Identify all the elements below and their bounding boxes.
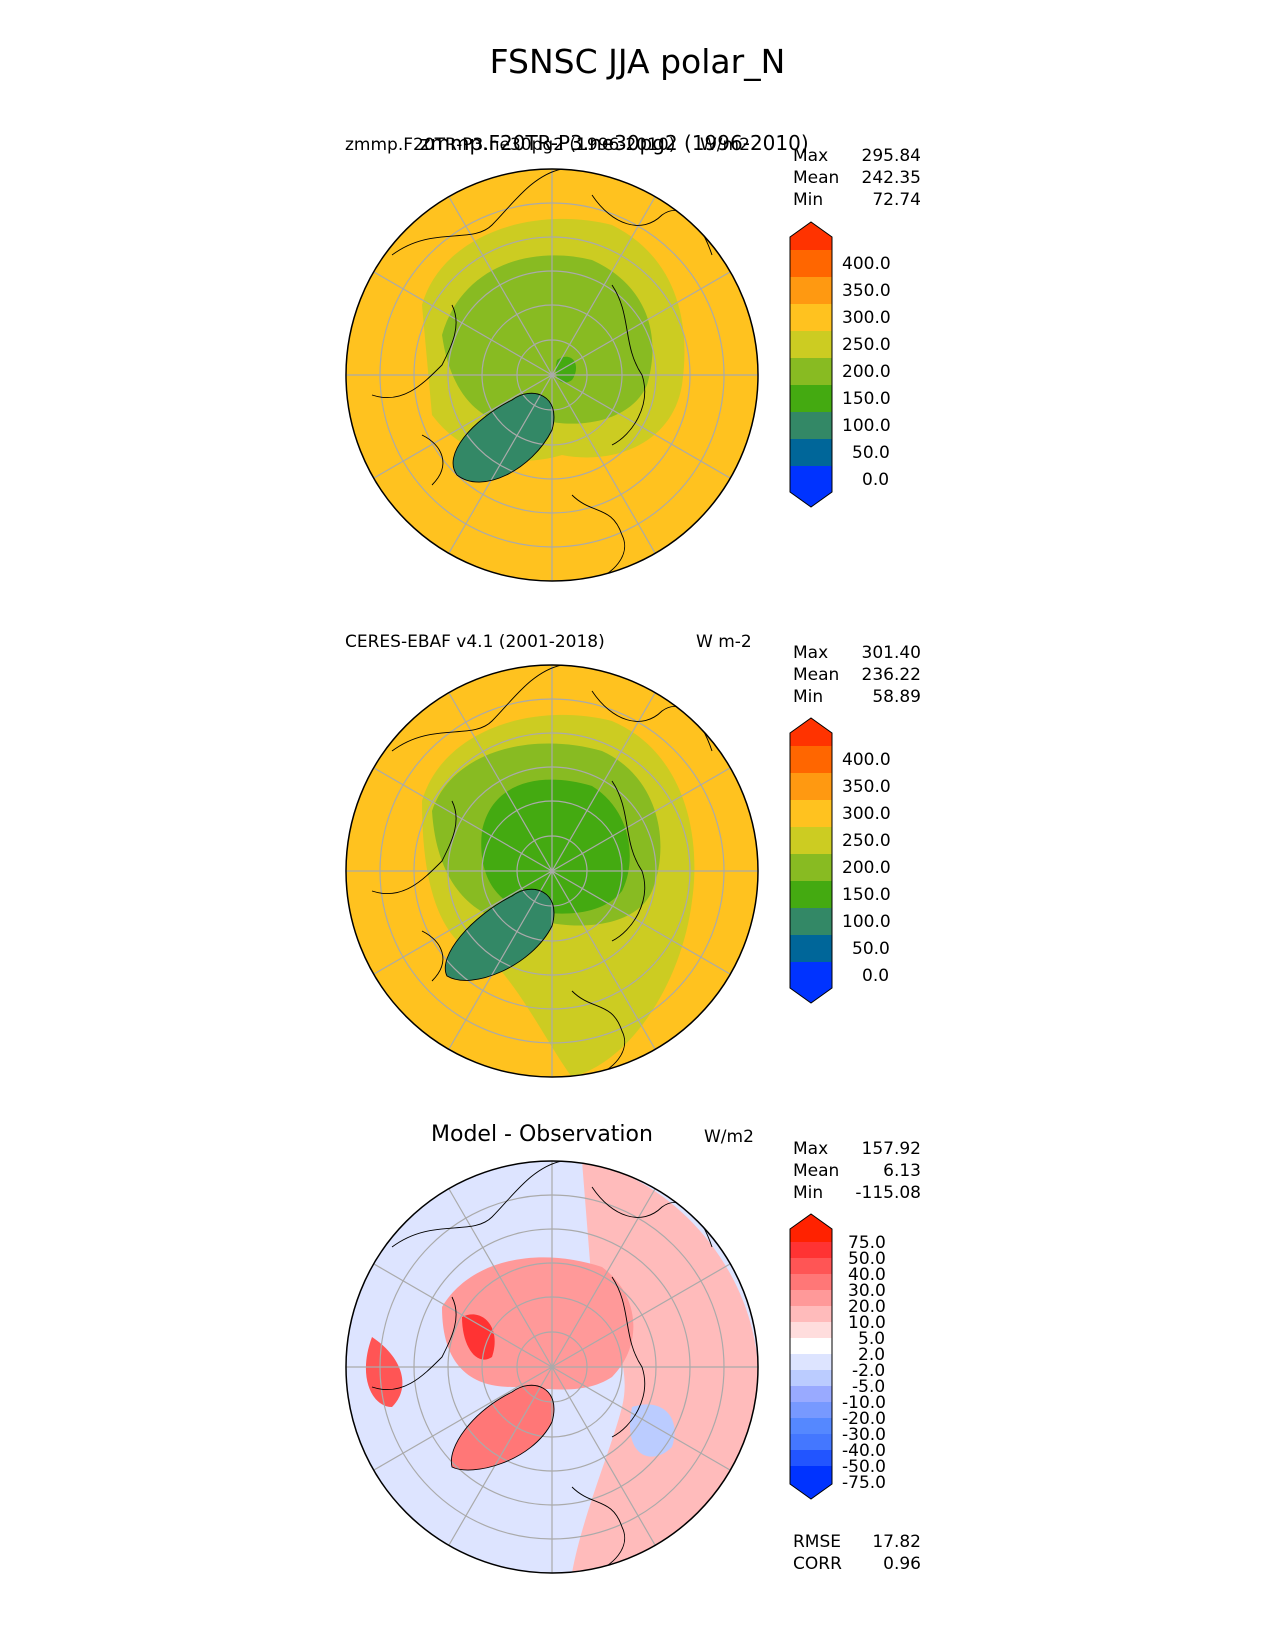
panel-1-colorbar bbox=[789, 221, 833, 508]
colorbar-tick-label: 40.0 bbox=[848, 1265, 886, 1285]
colorbar-tick-label: 30.0 bbox=[848, 1281, 886, 1301]
colorbar-tick-label: 250.0 bbox=[842, 831, 891, 851]
colorbar-tick-label: 20.0 bbox=[848, 1297, 886, 1317]
figure-title: FSNSC JJA polar_N bbox=[489, 42, 786, 81]
panel-2-left-label: CERES-EBAF v4.1 (2001-2018) bbox=[345, 632, 605, 652]
stat-value: 0.96 bbox=[883, 1554, 921, 1574]
stat-key: Min bbox=[793, 687, 824, 707]
panel-2-polar-map bbox=[345, 664, 759, 1078]
stat-key: RMSE bbox=[793, 1532, 842, 1552]
colorbar-tick-label: 200.0 bbox=[842, 858, 891, 878]
colorbar-tick-label: 350.0 bbox=[842, 777, 891, 797]
stat-value: 72.74 bbox=[872, 190, 921, 210]
colorbar-tick-label: 50.0 bbox=[848, 1249, 886, 1269]
colorbar-tick-label: -2.0 bbox=[852, 1361, 886, 1381]
panel-3-polar-map bbox=[345, 1160, 759, 1574]
panel-2-stats: Max 301.40 Mean 236.22 Min 58.89 bbox=[793, 642, 921, 708]
stat-value: 6.13 bbox=[883, 1161, 921, 1181]
stat-value: 236.22 bbox=[861, 665, 921, 685]
stat-key: Mean bbox=[793, 665, 840, 685]
panel-3-title: Model - Observation bbox=[431, 1122, 653, 1147]
colorbar-tick-label: -75.0 bbox=[842, 1473, 886, 1493]
panel-3-error-stats: RMSE 17.82 CORR 0.96 bbox=[793, 1531, 921, 1575]
colorbar-tick-label: 300.0 bbox=[842, 804, 891, 824]
colorbar-tick-label: 10.0 bbox=[848, 1313, 886, 1333]
colorbar-tick-label: 50.0 bbox=[852, 443, 890, 463]
colorbar-tick-label: 75.0 bbox=[848, 1233, 886, 1253]
colorbar-tick-label: 250.0 bbox=[842, 335, 891, 355]
colorbar-tick-label: -10.0 bbox=[842, 1393, 886, 1413]
panel-3-stats: Max 157.92 Mean 6.13 Min -115.08 bbox=[793, 1138, 921, 1204]
stat-value: 295.84 bbox=[861, 146, 921, 166]
stat-value: 157.92 bbox=[861, 1139, 921, 1159]
colorbar-tick-label: 100.0 bbox=[842, 416, 891, 436]
panel-2-units-label: W m-2 bbox=[696, 632, 752, 652]
panel-1-units-label: W/m2 bbox=[700, 135, 750, 155]
colorbar-tick-label: -5.0 bbox=[852, 1377, 886, 1397]
colorbar-tick-label: 150.0 bbox=[842, 389, 891, 409]
colorbar-tick-label: 100.0 bbox=[842, 912, 891, 932]
panel-1-center-label: zmmp.F20TR-P3.ne30pg2 (1996-2010) bbox=[420, 131, 809, 155]
colorbar-tick-label: -40.0 bbox=[842, 1441, 886, 1461]
stat-key: Min bbox=[793, 1183, 824, 1203]
stat-key: Max bbox=[793, 1139, 829, 1159]
stat-value: 58.89 bbox=[872, 687, 921, 707]
stat-value: 301.40 bbox=[861, 643, 921, 663]
colorbar-tick-label: 300.0 bbox=[842, 308, 891, 328]
colorbar-tick-label: -50.0 bbox=[842, 1457, 886, 1477]
stat-key: Mean bbox=[793, 1161, 840, 1181]
stat-key: Min bbox=[793, 190, 824, 210]
stat-value: 242.35 bbox=[861, 168, 921, 188]
stat-value: -115.08 bbox=[855, 1183, 921, 1203]
colorbar-tick-label: -30.0 bbox=[842, 1425, 886, 1445]
panel-1-polar-map bbox=[345, 168, 759, 582]
colorbar-tick-label: 0.0 bbox=[862, 470, 890, 490]
panel-3-colorbar bbox=[789, 1213, 833, 1500]
stat-key: CORR bbox=[793, 1554, 842, 1574]
stat-key: Mean bbox=[793, 168, 840, 188]
colorbar-tick-label: 0.0 bbox=[862, 966, 890, 986]
colorbar-tick-label: 400.0 bbox=[842, 254, 891, 274]
colorbar-tick-label: 5.0 bbox=[858, 1329, 886, 1349]
panel-3-units-label: W/m2 bbox=[704, 1127, 754, 1147]
panel-1-stats: Max 295.84 Mean 242.35 Min 72.74 bbox=[793, 145, 921, 211]
colorbar-tick-label: 400.0 bbox=[842, 750, 891, 770]
colorbar-tick-label: 50.0 bbox=[852, 939, 890, 959]
colorbar-tick-label: 200.0 bbox=[842, 362, 891, 382]
colorbar-tick-label: 150.0 bbox=[842, 885, 891, 905]
colorbar-tick-label: -20.0 bbox=[842, 1409, 886, 1429]
panel-2-colorbar bbox=[789, 717, 833, 1004]
colorbar-tick-label: 2.0 bbox=[858, 1345, 886, 1365]
colorbar-tick-label: 350.0 bbox=[842, 281, 891, 301]
stat-value: 17.82 bbox=[872, 1532, 921, 1552]
stat-key: Max bbox=[793, 146, 829, 166]
stat-key: Max bbox=[793, 643, 829, 663]
panel-1-left-label: zmmp.F20TR-P3.ne30pg2 (1996-2010) bbox=[345, 135, 676, 155]
